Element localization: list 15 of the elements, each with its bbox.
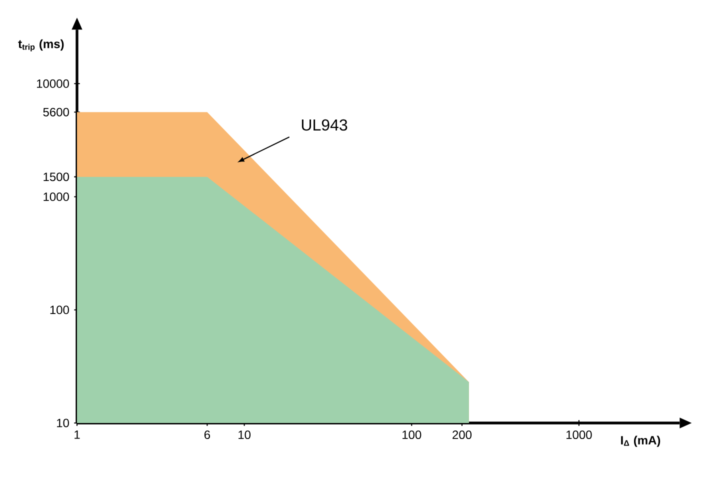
x-axis-title: I$_{Δ}$ (mA): [621, 436, 660, 447]
x-tick-label: 10: [238, 430, 251, 440]
x-tick-label: 1: [74, 430, 80, 439]
y-tick-label: 100: [50, 306, 69, 314]
x-tick-label: 100: [402, 430, 422, 440]
y-tick-label: 10000: [37, 79, 69, 88]
x-tick-label: 6: [204, 430, 210, 440]
y-axis-title: t$_{trip}$ (ms): [18, 39, 64, 52]
y-tick-label: 1000: [44, 192, 69, 202]
x-tick-label: 1000: [566, 430, 592, 440]
y-tick-label: 10: [57, 418, 69, 428]
x-tick-label: 200: [452, 430, 472, 440]
y-tick-label: 1500: [44, 172, 69, 182]
annotation: UL943: [302, 119, 348, 131]
y-tick-label: 5600: [43, 108, 69, 116]
